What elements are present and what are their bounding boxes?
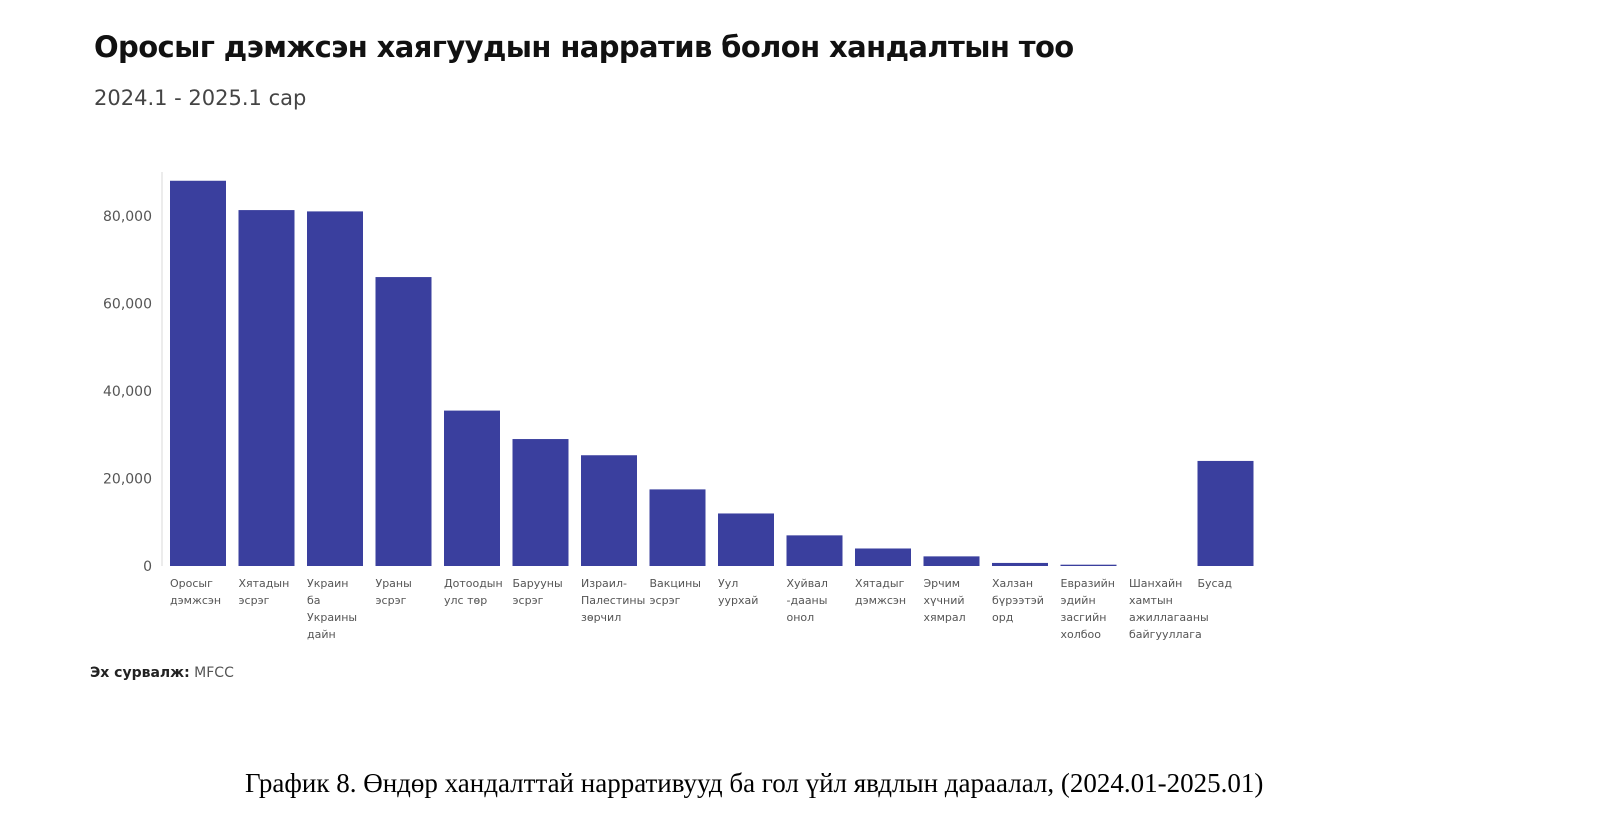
x-tick-label: Дотоодын улс төр bbox=[444, 577, 503, 607]
x-tick-label: Хятадын эсрэг bbox=[239, 577, 290, 607]
y-tick-label: 20,000 bbox=[103, 471, 152, 487]
x-tick-label-line: эсрэг bbox=[239, 594, 270, 607]
x-tick-label-line: хүчний bbox=[924, 594, 965, 607]
bar bbox=[992, 562, 1048, 566]
x-tick-label: Шанхайн хамтын ажиллагааны байгууллага bbox=[1129, 577, 1209, 641]
x-tick-label-line: дэмжсэн bbox=[855, 594, 906, 607]
x-tick-label-line: бүрээтэй bbox=[992, 594, 1044, 607]
bar bbox=[923, 556, 980, 566]
x-tick-label-line: ба bbox=[307, 594, 321, 607]
x-tick-label: Ураны эсрэг bbox=[376, 577, 412, 607]
x-tick-label-line: Вакцины bbox=[650, 577, 701, 590]
x-tick-label-line: Евразийн bbox=[1061, 577, 1116, 590]
x-tick-label-line: Бусад bbox=[1198, 577, 1233, 590]
x-tick-label-line: Халзан bbox=[992, 577, 1033, 590]
x-tick-label-line: эдийн bbox=[1061, 594, 1096, 607]
x-tick-label: Эрчим хүчний хямрал bbox=[924, 577, 966, 624]
chart-subtitle: 2024.1 - 2025.1 сар bbox=[94, 86, 307, 110]
x-tick-label-line: эсрэг bbox=[650, 594, 681, 607]
y-tick-label: 80,000 bbox=[103, 209, 152, 225]
x-tick-label-line: Шанхайн bbox=[1129, 577, 1182, 590]
x-tick-label-line: Ураны bbox=[376, 577, 412, 590]
bar bbox=[307, 211, 363, 566]
bar bbox=[718, 513, 774, 566]
x-tick-label: Хуйвал -дааны онол bbox=[787, 577, 828, 624]
x-tick-label-line: онол bbox=[787, 611, 815, 624]
x-tick-label-line: дайн bbox=[307, 628, 336, 641]
bar bbox=[855, 548, 911, 566]
x-tick-label-line: орд bbox=[992, 611, 1014, 624]
y-tick-label: 40,000 bbox=[103, 384, 152, 400]
x-tick-label-line: Украин bbox=[307, 577, 348, 590]
x-tick-label: Израил- Палестины зөрчил bbox=[581, 577, 645, 624]
x-tick-label: Вакцины эсрэг bbox=[650, 577, 701, 607]
x-tick-label: Барууны эсрэг bbox=[513, 577, 563, 607]
x-tick-label-line: байгууллага bbox=[1129, 628, 1202, 641]
bar bbox=[1060, 564, 1117, 566]
x-tick-label-line: хямрал bbox=[924, 611, 966, 624]
bar bbox=[786, 535, 843, 566]
bar bbox=[1197, 460, 1254, 566]
source-label: Эх сурвалж: bbox=[90, 665, 190, 681]
x-tick-label-line: холбоо bbox=[1061, 628, 1102, 641]
bar bbox=[238, 210, 295, 566]
chart-title: Оросыг дэмжсэн хаягуудын нарратив болон … bbox=[94, 30, 1074, 64]
x-tick-label-line: Хятадыг bbox=[855, 577, 905, 590]
x-tick-label: Бусад bbox=[1198, 577, 1233, 590]
x-tick-label-line: Украины bbox=[307, 611, 357, 624]
x-tick-label-line: Уул bbox=[718, 577, 738, 590]
x-tick-label: Украин ба Украины дайн bbox=[307, 577, 357, 641]
x-tick-label-line: Палестины bbox=[581, 594, 645, 607]
x-tick-label-line: Хятадын bbox=[239, 577, 290, 590]
bar bbox=[375, 277, 432, 566]
x-tick-label: Уул уурхай bbox=[718, 577, 758, 607]
x-tick-label-line: ажиллагааны bbox=[1129, 611, 1209, 624]
x-tick-label-line: Израил- bbox=[581, 577, 627, 590]
figure-caption: График 8. Өндөр хандалттай нарративууд б… bbox=[245, 768, 1264, 798]
bar bbox=[444, 410, 500, 566]
source-value: MFCC bbox=[194, 665, 234, 681]
bar bbox=[649, 489, 706, 566]
bar bbox=[581, 455, 637, 566]
x-tick-label-line: Хуйвал bbox=[787, 577, 828, 590]
y-tick-label: 0 bbox=[143, 559, 152, 575]
x-tick-label-line: Барууны bbox=[513, 577, 563, 590]
bar bbox=[512, 439, 569, 566]
x-tick-label-line: эсрэг bbox=[376, 594, 407, 607]
x-tick-label-line: Эрчим bbox=[924, 577, 961, 590]
x-tick-label-line: -дааны bbox=[787, 594, 828, 607]
x-tick-label: Евразийн эдийн засгийн холбоо bbox=[1061, 577, 1116, 641]
y-tick-label: 60,000 bbox=[103, 296, 152, 312]
x-tick-label: Халзан бүрээтэй орд bbox=[992, 577, 1044, 624]
x-tick-label-line: зөрчил bbox=[581, 611, 621, 624]
x-tick-label-line: улс төр bbox=[444, 594, 487, 607]
x-tick-label-line: засгийн bbox=[1061, 611, 1107, 624]
x-tick-label: Оросыг дэмжсэн bbox=[170, 577, 221, 607]
x-tick-label-line: дэмжсэн bbox=[170, 594, 221, 607]
source-note: Эх сурвалж: MFCC bbox=[90, 665, 234, 681]
x-tick-label-line: Дотоодын bbox=[444, 577, 503, 590]
x-tick-label-line: хамтын bbox=[1129, 594, 1173, 607]
bar bbox=[170, 180, 226, 566]
x-tick-label-line: эсрэг bbox=[513, 594, 544, 607]
x-tick-label: Хятадыг дэмжсэн bbox=[855, 577, 906, 607]
x-tick-label-line: Оросыг bbox=[170, 577, 213, 590]
x-tick-label-line: уурхай bbox=[718, 594, 758, 607]
